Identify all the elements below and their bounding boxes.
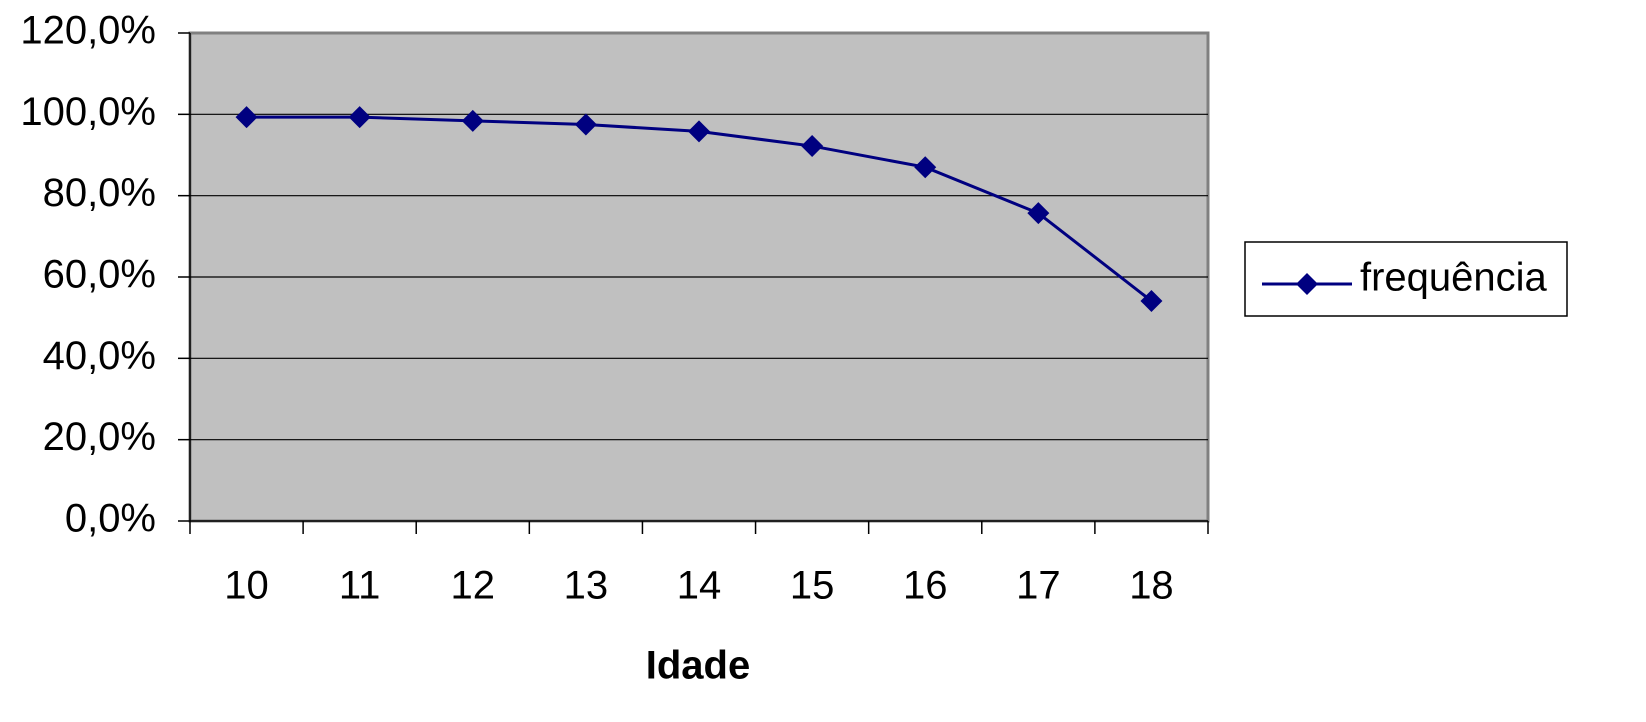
x-tick-label: 11: [339, 564, 381, 608]
x-tick-label: 10: [224, 564, 269, 608]
y-tick-label: 20,0%: [43, 415, 156, 459]
y-tick-label: 120,0%: [20, 9, 156, 53]
data-point: [348, 106, 371, 129]
x-tick-label: 14: [677, 564, 722, 608]
x-tick-label: 17: [1016, 564, 1061, 608]
data-point: [574, 113, 597, 136]
data-point: [688, 120, 710, 143]
data-point: [914, 156, 937, 179]
data-point: [235, 106, 258, 129]
data-point: [1140, 289, 1163, 312]
legend-box: [1244, 241, 1568, 317]
y-tick-label: 100,0%: [20, 90, 156, 134]
y-tick-label: 80,0%: [43, 171, 156, 215]
data-point: [1027, 202, 1050, 225]
data-point: [801, 135, 824, 158]
x-tick-label: 13: [564, 564, 609, 608]
data-point: [461, 109, 484, 132]
x-axis-label: Idade: [646, 644, 750, 688]
legend-marker: [1296, 273, 1318, 295]
legend-label: frequência: [1360, 256, 1548, 300]
x-tick-label: 12: [451, 564, 496, 608]
y-tick-label: 0,0%: [65, 497, 156, 541]
x-tick-label: 15: [790, 564, 835, 608]
y-tick-label: 40,0%: [43, 334, 156, 378]
y-tick-label: 60,0%: [43, 253, 156, 297]
x-tick-label: 16: [903, 564, 948, 608]
x-tick-label: 18: [1129, 564, 1174, 608]
